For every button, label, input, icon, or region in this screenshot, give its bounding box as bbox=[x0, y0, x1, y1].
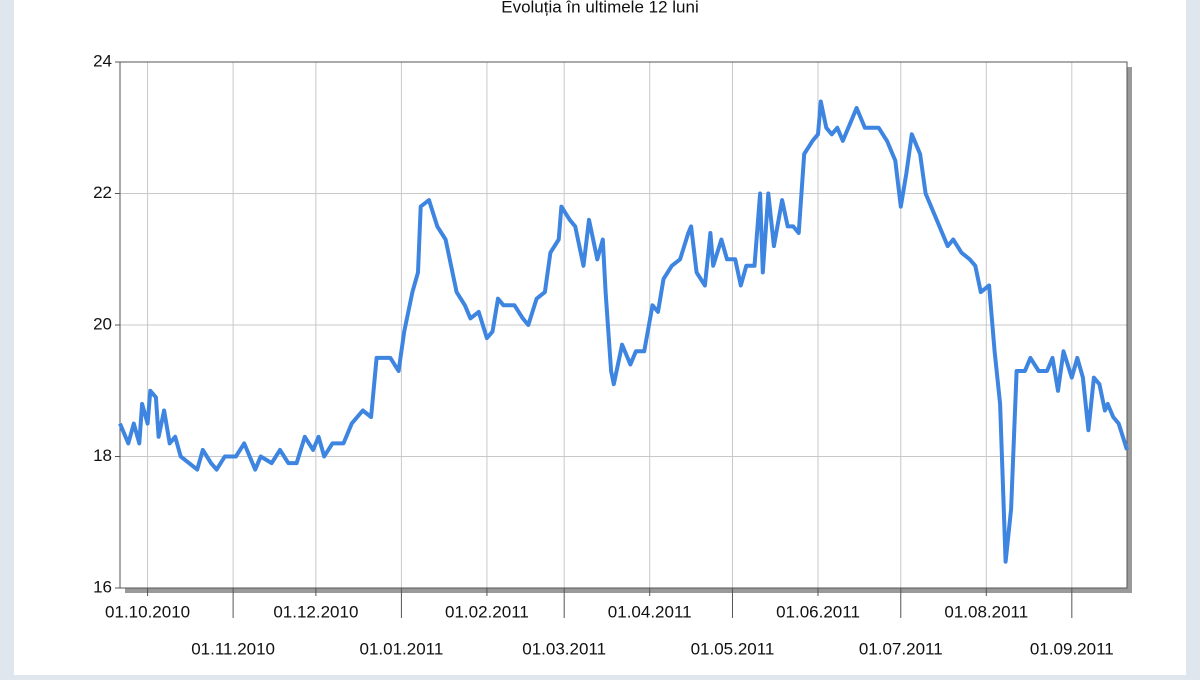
x-tick-label: 01.09.2011 bbox=[1030, 639, 1114, 658]
plot-border bbox=[119, 61, 1128, 589]
y-tick-label: 18 bbox=[93, 446, 112, 465]
x-tick-label: 01.08.2011 bbox=[944, 602, 1028, 621]
chart-title: Evoluția în ultimele 12 luni bbox=[501, 0, 699, 16]
x-tick-label: 01.07.2011 bbox=[859, 639, 943, 658]
x-tick-label: 01.06.2011 bbox=[776, 602, 860, 621]
y-tick-label: 22 bbox=[93, 183, 112, 202]
x-tick-label: 01.05.2011 bbox=[691, 639, 775, 658]
line bbox=[118, 99, 1129, 564]
y-tick-label: 16 bbox=[93, 577, 112, 596]
x-tick-label: 01.12.2010 bbox=[273, 602, 358, 621]
x-tick-label: 01.03.2011 bbox=[522, 639, 606, 658]
x-tick-label: 01.11.2010 bbox=[191, 639, 275, 658]
x-tick-label: 01.04.2011 bbox=[608, 602, 692, 621]
x-tick-label: 01.02.2011 bbox=[445, 602, 529, 621]
y-tick-label: 20 bbox=[93, 314, 112, 333]
x-tick-label: 01.01.2011 bbox=[359, 639, 443, 658]
x-tick-label: 01.10.2010 bbox=[105, 602, 190, 621]
y-tick-label: 24 bbox=[93, 51, 112, 70]
